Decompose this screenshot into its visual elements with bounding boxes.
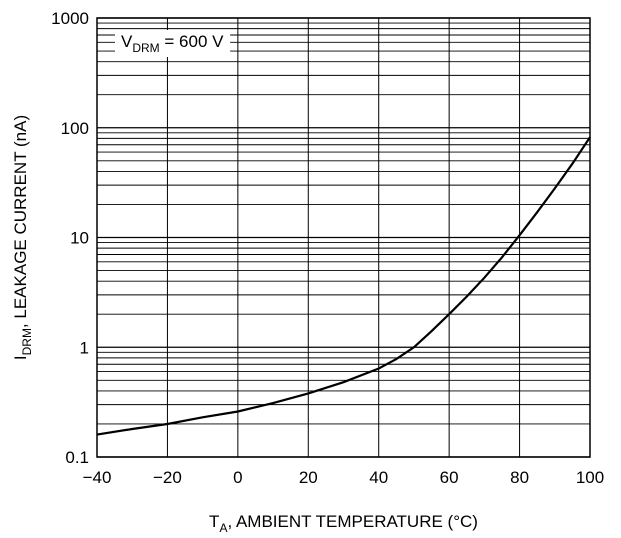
annotation-vdrm: VDRM = 600 V [121,32,224,55]
x-tick-label: 40 [369,468,388,487]
y-axis-label: IDRM, LEAKAGE CURRENT (nA) [11,115,34,360]
x-tick-label: 80 [510,468,529,487]
x-tick-label: 60 [440,468,459,487]
annotation-background [115,30,231,57]
y-tick-label: 1000 [51,9,89,28]
y-tick-label: 100 [61,119,89,138]
x-tick-label: 0 [233,468,242,487]
leakage-curve [96,136,591,436]
y-tick-label: 0.1 [65,448,89,467]
y-tick-label: 1 [80,338,89,357]
y-tick-label: 10 [70,229,89,248]
x-tick-labels: −40 −20 0 20 40 60 80 100 [83,468,605,487]
x-tick-label: 100 [576,468,604,487]
y-tick-labels: 0.1 1 10 100 1000 [51,9,89,467]
grid [96,17,591,458]
x-tick-label: −40 [83,468,112,487]
x-axis-label: TA, AMBIENT TEMPERATURE (°C) [209,512,478,535]
x-tick-label: −20 [153,468,182,487]
x-tick-label: 20 [299,468,318,487]
plot-frame [96,17,591,458]
